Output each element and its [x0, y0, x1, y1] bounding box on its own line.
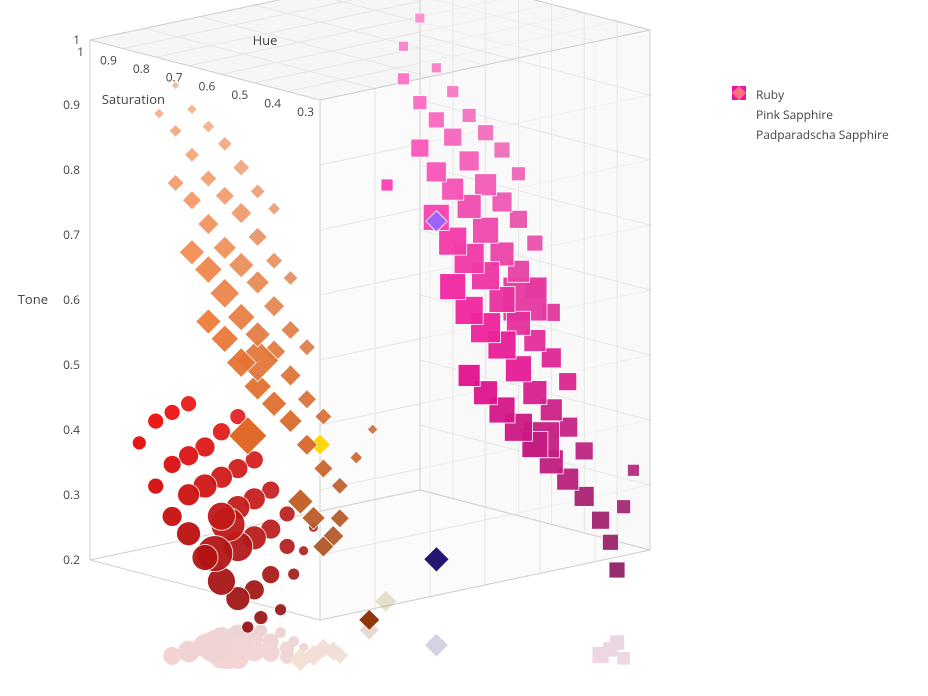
legend-item-pink-sapphire[interactable]: Pink Sapphire: [730, 104, 889, 124]
svg-text:0.2: 0.2: [63, 551, 80, 568]
chart-3d-scatter[interactable]: 0.2 0.3 0.4 0.5 0.6 0.7 0.8 0.9 1 Tone 0.3 0.4 0.5 0.…: [0, 0, 928, 696]
legend-label: Ruby: [756, 86, 784, 103]
svg-text:0.9: 0.9: [63, 96, 80, 113]
svg-text:0.5: 0.5: [231, 86, 248, 103]
grid: [90, 0, 650, 620]
svg-text:Hue: Hue: [253, 31, 278, 49]
svg-text:0.6: 0.6: [63, 291, 80, 308]
legend-label: Padparadscha Sapphire: [756, 126, 889, 143]
svg-text:0.4: 0.4: [63, 421, 80, 438]
svg-text:0.8: 0.8: [133, 60, 150, 77]
svg-text:0.8: 0.8: [63, 161, 80, 178]
svg-text:Saturation: Saturation: [102, 90, 165, 108]
legend-item-padparadscha[interactable]: Padparadscha Sapphire: [730, 124, 889, 144]
svg-text:0.9: 0.9: [100, 52, 117, 69]
svg-text:0.4: 0.4: [264, 94, 281, 111]
legend-item-ruby[interactable]: Ruby: [730, 84, 889, 104]
legend[interactable]: Ruby Pink Sapphire Padparadscha Sapphire: [730, 84, 889, 144]
svg-text:0.5: 0.5: [63, 356, 80, 373]
svg-text:0.3: 0.3: [297, 103, 314, 120]
svg-text:0.7: 0.7: [63, 226, 80, 243]
svg-text:0.3: 0.3: [63, 486, 80, 503]
legend-swatch-padparadscha: [730, 124, 750, 144]
legend-label: Pink Sapphire: [756, 106, 833, 123]
svg-text:1: 1: [77, 43, 84, 60]
svg-text:Tone: Tone: [18, 290, 48, 308]
legend-swatch-pink-sapphire: [730, 104, 750, 124]
svg-text:0.6: 0.6: [199, 77, 216, 94]
